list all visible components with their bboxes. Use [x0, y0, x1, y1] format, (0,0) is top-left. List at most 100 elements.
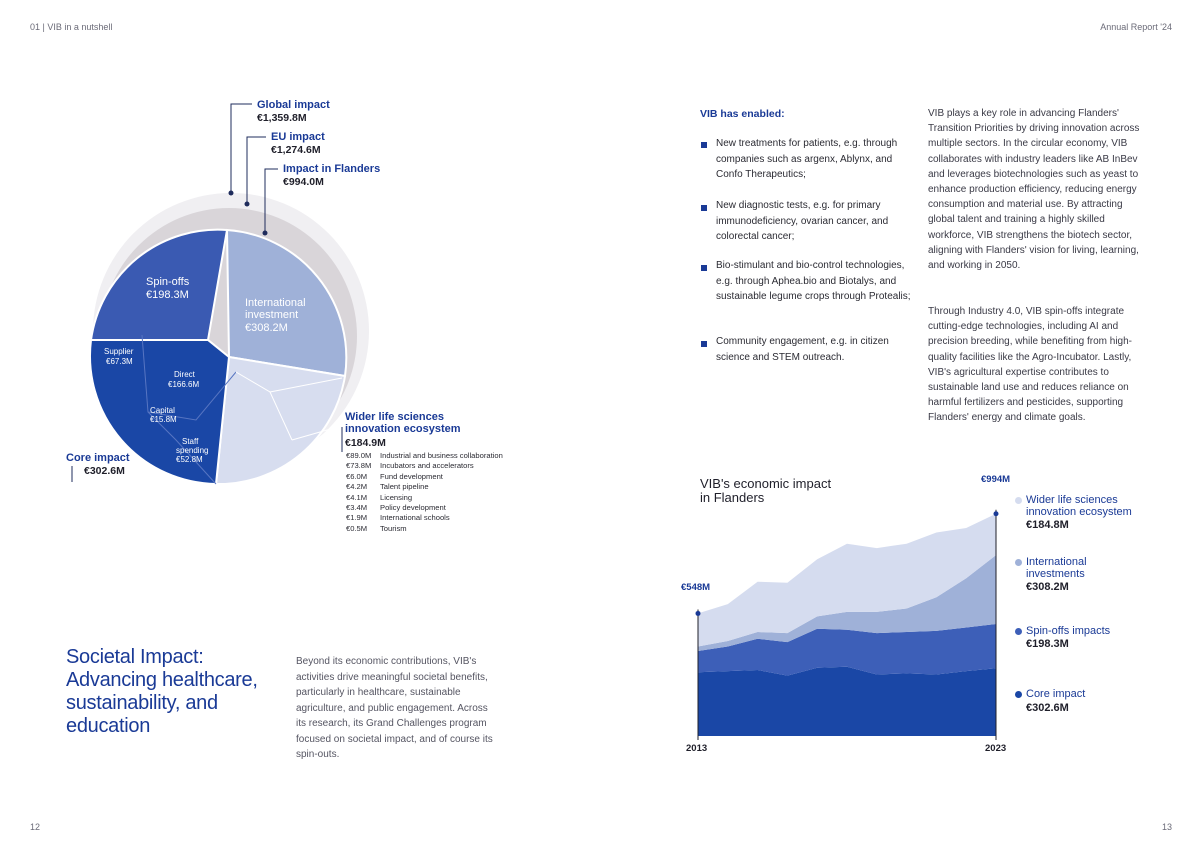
wider-item-amount: €0.5M [346, 523, 368, 533]
area-series-4 [698, 513, 996, 647]
capital-value: €15.8M [150, 415, 177, 424]
wider-breakdown-item: €6.0M Fund development [346, 472, 503, 482]
legend-swatch [1015, 628, 1022, 635]
area-series-2 [698, 624, 996, 676]
enabled-item: Community engagement, e.g. in citizen sc… [716, 336, 889, 363]
spinoffs-slice [89, 228, 233, 359]
bullet-icon [701, 205, 707, 211]
end-value-annotation: €994M [981, 474, 1011, 485]
endpoint-marker [695, 610, 701, 616]
legend-name: Core impact [1026, 688, 1086, 700]
legend-name: International investments [1026, 556, 1087, 580]
core-impact-slice [89, 339, 231, 486]
wider-item-amount: €6.0M [346, 471, 368, 481]
wider-item-amount: €4.1M [346, 492, 368, 502]
area-series-1 [698, 666, 996, 736]
eu-leader-dot [244, 201, 250, 207]
international-slice [225, 228, 348, 378]
international-value: €308.2M [245, 322, 288, 334]
global-leader-line [230, 103, 252, 193]
wider-breakdown-item: €1.9M International schools [346, 513, 503, 523]
wider-item-label: Industrial and business collaboration [380, 451, 503, 460]
wider-breakdown-item: €0.5M Tourism [346, 524, 503, 534]
core-divider [141, 334, 217, 485]
wider-title-1: Wider life sciences [345, 411, 444, 423]
legend-value: €198.3M [1026, 638, 1069, 650]
legend-name: Wider life sciences innovation ecosystem [1026, 494, 1132, 518]
legend-value: €184.8M [1026, 519, 1069, 531]
wider-value: €184.9M [345, 437, 386, 449]
wider-ecosystem-slice [214, 355, 347, 486]
staff-value: €52.8M [176, 455, 203, 464]
spinoffs-value: €198.3M [146, 289, 189, 301]
staff-label-2: spending [176, 446, 209, 455]
core-divider-2 [147, 371, 237, 421]
eu-leader-line [246, 136, 266, 204]
chart-title: VIB's economic impact in Flanders [700, 476, 832, 505]
societal-impact-heading: Societal Impact: Advancing healthcare, s… [66, 646, 258, 737]
legend-name: Spin-offs impacts [1026, 625, 1111, 637]
flanders-impact-title: Impact in Flanders [283, 163, 381, 175]
global-impact-value: €1,359.8M [257, 112, 307, 124]
bullet-icon [701, 265, 707, 271]
impact-pie-diagram [71, 103, 369, 486]
societal-impact-body: Beyond its economic contributions, VIB's… [296, 656, 493, 760]
core-impact-value: €302.6M [84, 465, 125, 477]
wider-item-amount: €1.9M [346, 513, 368, 523]
international-label-1: International [245, 297, 306, 309]
page-number-right: 13 [1161, 822, 1172, 832]
wider-breakdown-list: €89.0M Industrial and business collaborat… [346, 451, 503, 534]
legend-swatch [1015, 691, 1022, 698]
enabled-item: New diagnostic tests, e.g. for primary i… [716, 200, 889, 242]
wider-item-amount: €73.8M [346, 461, 372, 471]
enabled-item: New treatments for patients, e.g. throug… [716, 138, 898, 180]
spinoffs-label: Spin-offs [146, 276, 190, 288]
wider-divider [235, 371, 343, 441]
bullet-icon [701, 341, 707, 347]
flanders-leader-dot [262, 230, 268, 236]
start-value-annotation: €548M [681, 582, 711, 593]
wider-item-label: Talent pipeline [380, 482, 429, 492]
enabled-title: VIB has enabled: [700, 108, 785, 120]
capital-label: Capital [150, 406, 175, 415]
area-series-3 [698, 555, 996, 651]
economic-impact-area-chart [695, 509, 999, 740]
wider-breakdown-item: €89.0M Industrial and business collaborat… [346, 451, 503, 461]
legend-value: €302.6M [1026, 702, 1069, 714]
legend-swatch [1015, 497, 1022, 504]
wider-breakdown-item: €4.2M Talent pipeline [346, 482, 503, 492]
wider-breakdown-item: €4.1M Licensing [346, 493, 503, 503]
wider-breakdown-item: €73.8M Incubators and accelerators [346, 461, 503, 471]
eu-impact-title: EU impact [271, 131, 325, 143]
wider-item-label: Incubators and accelerators [380, 461, 474, 471]
report-title: Annual Report '24 [1100, 22, 1172, 32]
flanders-leader-line [264, 168, 278, 233]
industry-paragraph: Through Industry 4.0, VIB spin-offs inte… [928, 306, 1133, 424]
wider-title-2: innovation ecosystem [345, 423, 461, 435]
supplier-label: Supplier [104, 347, 134, 356]
wider-item-label: Licensing [380, 492, 413, 502]
wider-item-amount: €89.0M [346, 451, 372, 460]
enabled-item: Bio-stimulant and bio-control technologi… [716, 260, 911, 302]
wider-item-label: Fund development [380, 471, 443, 481]
x-tick-label: 2013 [686, 743, 708, 754]
endpoint-marker [993, 511, 999, 517]
core-impact-title: Core impact [66, 452, 130, 464]
section-breadcrumb: 01 | VIB in a nutshell [30, 22, 113, 32]
international-label-2: investment [245, 309, 299, 321]
legend-swatch [1015, 559, 1022, 566]
wider-item-label: Tourism [380, 523, 407, 533]
wider-breakdown-item: €3.4M Policy development [346, 503, 503, 513]
x-tick-label: 2023 [985, 743, 1007, 754]
page-number-left: 12 [30, 822, 41, 832]
supplier-value: €67.3M [106, 357, 133, 366]
legend-value: €308.2M [1026, 581, 1069, 593]
transition-priorities-paragraph: VIB plays a key role in advancing Flande… [928, 108, 1140, 272]
wider-item-amount: €4.2M [346, 482, 368, 492]
direct-value: €166.6M [168, 380, 200, 389]
staff-label-1: Staff [182, 437, 199, 446]
eu-impact-value: €1,274.6M [271, 144, 321, 156]
wider-item-label: Policy development [380, 503, 446, 513]
bullet-icon [701, 142, 707, 148]
flanders-impact-value: €994.0M [283, 176, 324, 188]
